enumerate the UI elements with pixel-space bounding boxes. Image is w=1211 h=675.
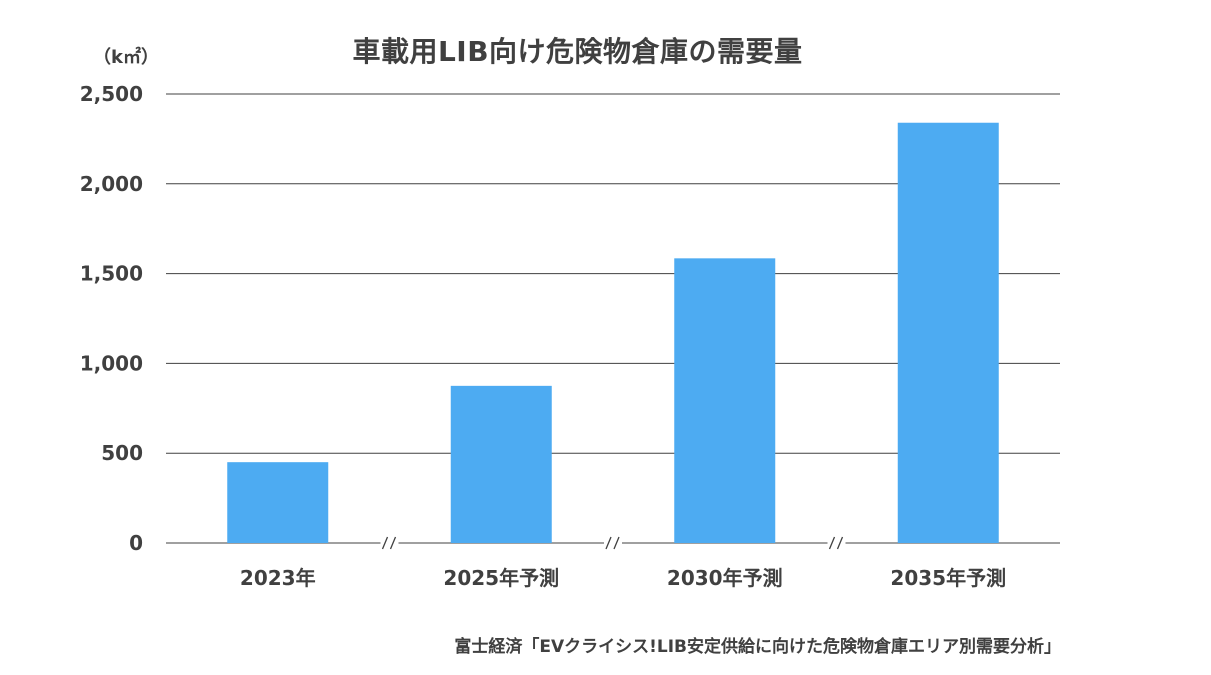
axis-break-marks — [380, 536, 846, 550]
bars — [227, 122, 999, 544]
y-axis-unit-label: （k㎡） — [93, 47, 159, 68]
y-axis-ticks: 0 500 1,000 1,500 2,000 2,500 — [80, 82, 143, 555]
axis-break-mark — [827, 536, 846, 550]
bar — [227, 462, 329, 543]
x-axis-ticks: 2023年 2025年予測 2030年予測 2035年予測 — [240, 566, 1006, 590]
axis-break-gap — [604, 540, 622, 546]
bar — [674, 258, 776, 543]
y-tick-label: 2,000 — [80, 172, 143, 196]
y-tick-label: 0 — [129, 531, 143, 555]
axis-break-mark — [380, 536, 399, 550]
axis-break-slash — [389, 536, 397, 550]
y-tick-label: 500 — [101, 441, 143, 465]
chart-title: 車載用LIB向け危険物倉庫の需要量 — [0, 30, 1211, 70]
source-note: 富士経済「EVクライシス!LIB安定供給に向けた危険物倉庫エリア別需要分析」 — [454, 637, 1061, 657]
axis-break-slash — [605, 536, 612, 550]
axis-break-mark — [604, 536, 622, 550]
x-tick-label: 2023年 — [240, 566, 316, 590]
axis-break-slash — [381, 536, 389, 550]
y-tick-label: 2,500 — [80, 82, 143, 106]
y-tick-label: 1,500 — [80, 262, 143, 286]
axis-break-gap — [380, 540, 399, 546]
axis-break-slash — [828, 536, 836, 550]
x-tick-label: 2035年予測 — [890, 566, 1006, 590]
x-tick-label: 2030年予測 — [667, 566, 783, 590]
axis-break-gap — [827, 540, 846, 546]
x-tick-label: 2025年予測 — [443, 566, 559, 590]
axis-break-slash — [836, 536, 844, 550]
axis-break-slash — [613, 536, 620, 550]
bar — [450, 385, 552, 543]
bar — [897, 122, 999, 544]
y-tick-label: 1,000 — [80, 351, 143, 375]
chart-title-text: 車載用LIB向け危険物倉庫の需要量 — [352, 35, 803, 68]
